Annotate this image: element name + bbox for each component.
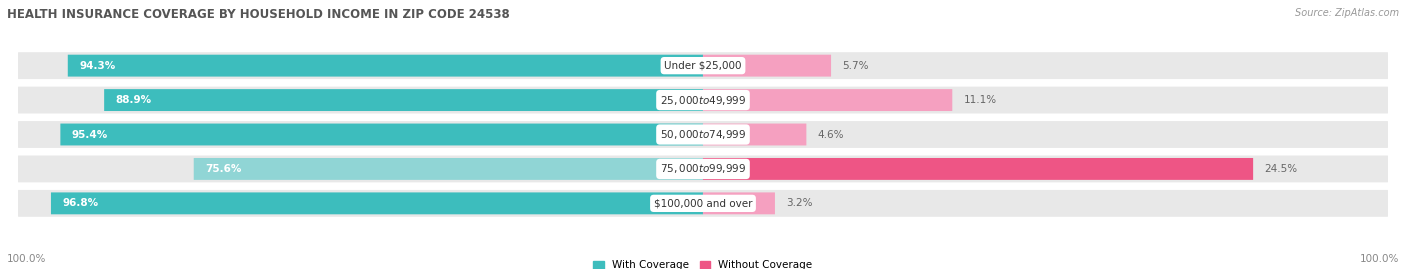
Text: $50,000 to $74,999: $50,000 to $74,999 <box>659 128 747 141</box>
Text: 4.6%: 4.6% <box>817 129 844 140</box>
Text: 95.4%: 95.4% <box>72 129 108 140</box>
FancyBboxPatch shape <box>703 158 1253 180</box>
Text: 100.0%: 100.0% <box>7 254 46 264</box>
FancyBboxPatch shape <box>18 121 1388 148</box>
FancyBboxPatch shape <box>60 123 703 146</box>
Text: 5.7%: 5.7% <box>842 61 869 71</box>
Text: 11.1%: 11.1% <box>963 95 997 105</box>
Text: 3.2%: 3.2% <box>786 198 813 208</box>
Legend: With Coverage, Without Coverage: With Coverage, Without Coverage <box>593 260 813 269</box>
FancyBboxPatch shape <box>18 155 1388 182</box>
Text: 96.8%: 96.8% <box>62 198 98 208</box>
Text: 75.6%: 75.6% <box>205 164 242 174</box>
Text: 100.0%: 100.0% <box>1360 254 1399 264</box>
FancyBboxPatch shape <box>18 87 1388 114</box>
Text: Source: ZipAtlas.com: Source: ZipAtlas.com <box>1295 8 1399 18</box>
FancyBboxPatch shape <box>104 89 703 111</box>
FancyBboxPatch shape <box>18 190 1388 217</box>
Text: HEALTH INSURANCE COVERAGE BY HOUSEHOLD INCOME IN ZIP CODE 24538: HEALTH INSURANCE COVERAGE BY HOUSEHOLD I… <box>7 8 510 21</box>
Text: $75,000 to $99,999: $75,000 to $99,999 <box>659 162 747 175</box>
FancyBboxPatch shape <box>703 123 807 146</box>
Text: $25,000 to $49,999: $25,000 to $49,999 <box>659 94 747 107</box>
FancyBboxPatch shape <box>703 89 952 111</box>
Text: $100,000 and over: $100,000 and over <box>654 198 752 208</box>
FancyBboxPatch shape <box>703 192 775 214</box>
FancyBboxPatch shape <box>51 192 703 214</box>
Text: 24.5%: 24.5% <box>1264 164 1298 174</box>
Text: 94.3%: 94.3% <box>79 61 115 71</box>
Text: 88.9%: 88.9% <box>115 95 152 105</box>
FancyBboxPatch shape <box>67 55 703 77</box>
FancyBboxPatch shape <box>703 55 831 77</box>
FancyBboxPatch shape <box>194 158 703 180</box>
Text: Under $25,000: Under $25,000 <box>664 61 742 71</box>
FancyBboxPatch shape <box>18 52 1388 79</box>
